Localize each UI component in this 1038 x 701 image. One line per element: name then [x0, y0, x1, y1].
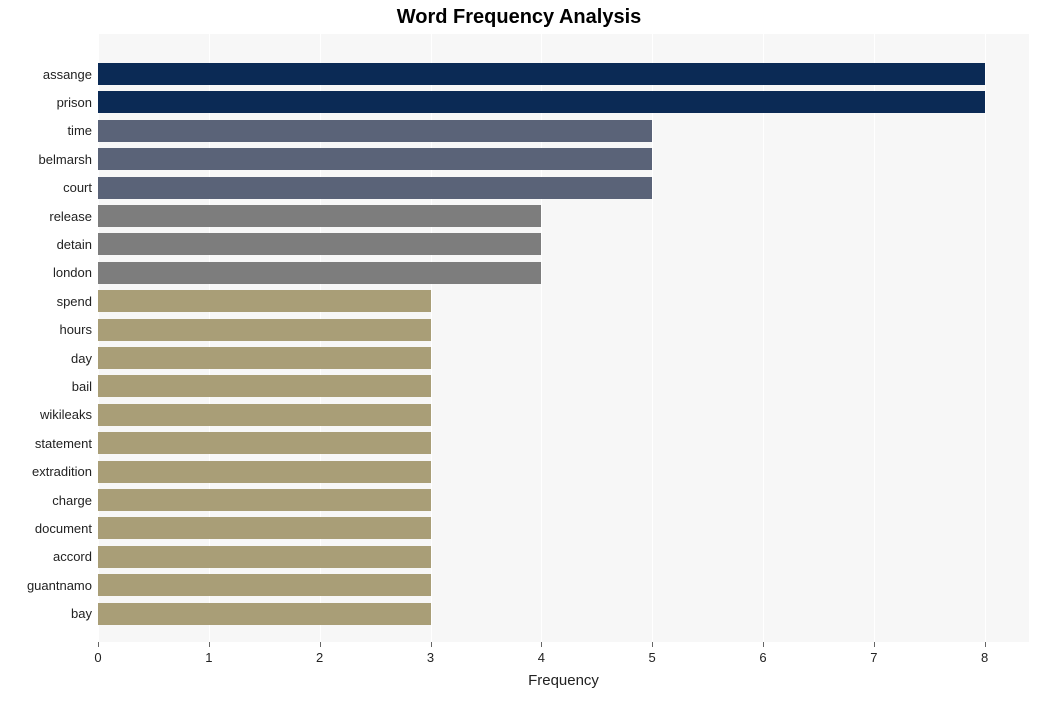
x-tick-mark: [874, 642, 875, 647]
grid-line: [874, 34, 875, 642]
chart-title: Word Frequency Analysis: [0, 6, 1038, 29]
bar: [98, 148, 652, 170]
y-tick-label: extradition: [0, 464, 92, 479]
x-tick-mark: [763, 642, 764, 647]
y-tick-label: assange: [0, 67, 92, 82]
bar: [98, 205, 541, 227]
x-tick-mark: [541, 642, 542, 647]
x-tick-label: 0: [94, 650, 101, 665]
y-tick-label: detain: [0, 237, 92, 252]
x-tick-label: 4: [538, 650, 545, 665]
x-tick-label: 7: [870, 650, 877, 665]
x-tick-mark: [652, 642, 653, 647]
x-tick-mark: [98, 642, 99, 647]
y-tick-label: guantnamo: [0, 578, 92, 593]
bar: [98, 432, 431, 454]
y-tick-label: document: [0, 521, 92, 536]
y-tick-label: bail: [0, 379, 92, 394]
x-tick-mark: [431, 642, 432, 647]
y-tick-label: day: [0, 351, 92, 366]
bar: [98, 375, 431, 397]
bar: [98, 262, 541, 284]
y-tick-label: statement: [0, 436, 92, 451]
x-tick-label: 6: [759, 650, 766, 665]
bar: [98, 233, 541, 255]
y-tick-label: prison: [0, 95, 92, 110]
bar: [98, 319, 431, 341]
x-tick-mark: [320, 642, 321, 647]
x-tick-label: 1: [205, 650, 212, 665]
y-tick-label: belmarsh: [0, 152, 92, 167]
x-tick-mark: [209, 642, 210, 647]
y-tick-label: bay: [0, 606, 92, 621]
bar: [98, 290, 431, 312]
bar: [98, 574, 431, 596]
bar: [98, 404, 431, 426]
bar: [98, 347, 431, 369]
bar: [98, 603, 431, 625]
x-axis-label: Frequency: [98, 672, 1029, 689]
bar: [98, 546, 431, 568]
plot-area: [98, 34, 1029, 642]
x-tick-label: 5: [649, 650, 656, 665]
bar: [98, 120, 652, 142]
y-tick-label: wikileaks: [0, 407, 92, 422]
bar: [98, 461, 431, 483]
y-tick-label: release: [0, 209, 92, 224]
bar: [98, 177, 652, 199]
x-tick-mark: [985, 642, 986, 647]
y-tick-label: hours: [0, 322, 92, 337]
y-tick-label: spend: [0, 294, 92, 309]
y-tick-label: court: [0, 180, 92, 195]
x-tick-label: 3: [427, 650, 434, 665]
x-tick-label: 2: [316, 650, 323, 665]
y-tick-label: time: [0, 123, 92, 138]
chart-container: Word Frequency Analysis Frequency 0 1 2 3 4 5…: [0, 0, 1038, 701]
grid-line: [652, 34, 653, 642]
bar: [98, 517, 431, 539]
bar: [98, 91, 985, 113]
x-tick-label: 8: [981, 650, 988, 665]
y-tick-label: london: [0, 265, 92, 280]
y-tick-label: accord: [0, 549, 92, 564]
grid-line: [985, 34, 986, 642]
bar: [98, 489, 431, 511]
y-tick-label: charge: [0, 493, 92, 508]
grid-line: [763, 34, 764, 642]
bar: [98, 63, 985, 85]
